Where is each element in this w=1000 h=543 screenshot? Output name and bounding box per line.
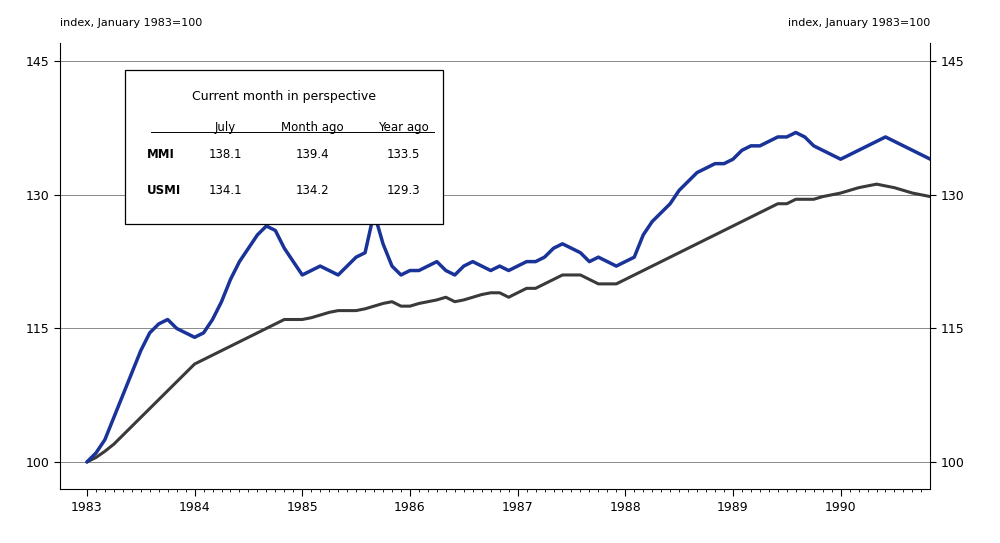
- Text: Year ago: Year ago: [378, 121, 429, 134]
- Text: Current month in perspective: Current month in perspective: [192, 90, 376, 103]
- Text: index, January 1983=100: index, January 1983=100: [788, 18, 930, 28]
- Text: 139.4: 139.4: [295, 148, 329, 161]
- Text: MMI: MMI: [147, 148, 175, 161]
- Text: July: July: [215, 121, 236, 134]
- Text: Month ago: Month ago: [281, 121, 344, 134]
- Text: index, January 1983=100: index, January 1983=100: [60, 18, 202, 28]
- Text: 134.1: 134.1: [208, 184, 242, 197]
- Text: 138.1: 138.1: [209, 148, 242, 161]
- Text: USMI: USMI: [147, 184, 181, 197]
- Text: 129.3: 129.3: [387, 184, 420, 197]
- Text: 134.2: 134.2: [295, 184, 329, 197]
- Text: 133.5: 133.5: [387, 148, 420, 161]
- Bar: [125, 70, 443, 224]
